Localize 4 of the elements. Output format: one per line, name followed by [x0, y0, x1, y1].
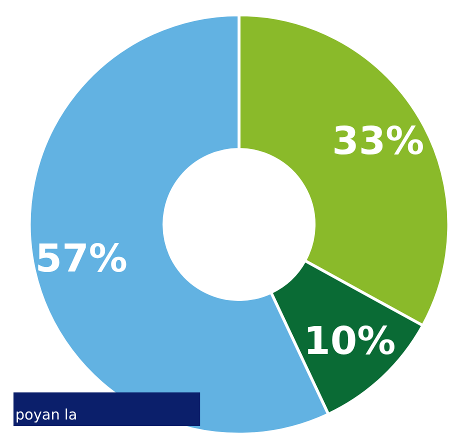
data-label: 57% [35, 236, 128, 282]
data-label: 10% [304, 318, 396, 364]
data-label: 33% [332, 118, 424, 164]
text: poyan la [15, 407, 78, 424]
